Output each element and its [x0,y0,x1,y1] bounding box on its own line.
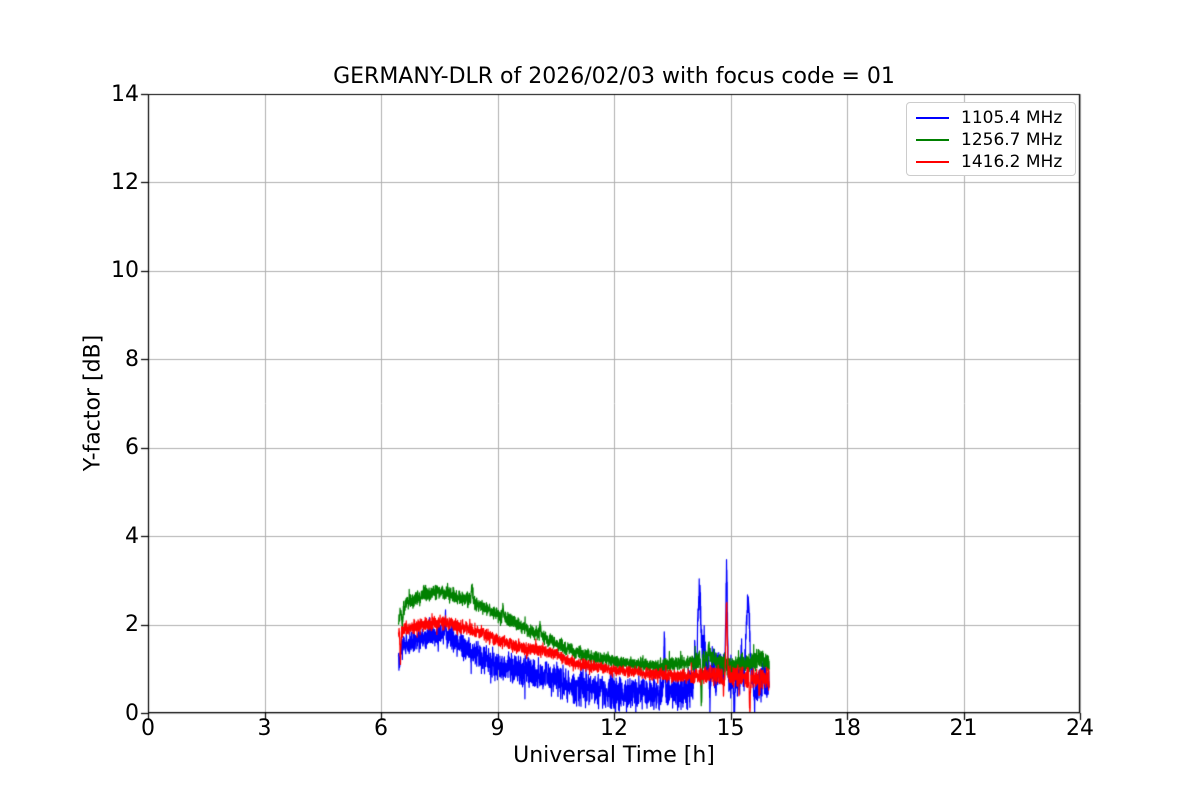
x-tick-label: 21 [949,716,978,741]
x-tick-label: 12 [600,716,628,741]
y-tick-label: 6 [125,435,139,460]
x-tick-label: 9 [490,716,505,741]
x-axis-label: Universal Time [h] [513,743,715,768]
legend-item: 1105.4 MHz [907,107,1075,129]
x-tick-label: 18 [833,716,861,741]
legend-item: 1256.7 MHz [907,129,1075,151]
legend-label: 1416.2 MHz [961,152,1063,172]
legend-item: 1416.2 MHz [907,151,1075,173]
x-tick-label: 0 [141,716,155,741]
chart-title: GERMANY-DLR of 2026/02/03 with focus cod… [333,64,895,89]
legend-line-sample [916,160,949,164]
legend-line-sample [916,116,949,120]
y-tick-label: 4 [125,524,139,549]
y-tick-label: 14 [111,82,139,107]
y-tick-label: 2 [125,612,139,637]
y-tick-label: 0 [125,701,139,726]
y-tick-label: 10 [111,258,139,283]
y-tick-label: 12 [111,170,139,195]
x-tick-label: 24 [1066,716,1094,741]
x-tick-label: 6 [374,716,388,741]
legend-label: 1256.7 MHz [961,130,1063,150]
x-tick-label: 15 [716,716,745,741]
legend: 1105.4 MHz 1256.7 MHz 1416.2 MHz [906,102,1076,176]
legend-label: 1105.4 MHz [961,108,1063,128]
x-tick-label: 3 [257,716,272,741]
legend-line-sample [916,138,949,142]
y-tick-label: 8 [125,347,139,372]
